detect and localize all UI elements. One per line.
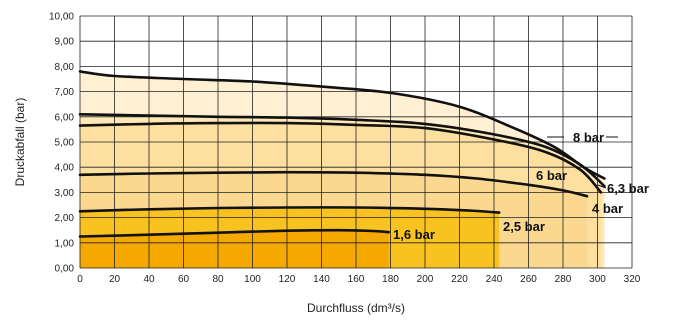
curves: [78, 70, 606, 238]
x-tick-label: 280: [555, 274, 572, 285]
curve-6-3-bar: [78, 113, 606, 188]
y-axis-label: Druckabfall (bar): [13, 98, 27, 187]
x-tick-label: 80: [212, 274, 224, 285]
curve-label: 6 bar: [536, 168, 567, 183]
y-tick-label: 3,00: [55, 188, 75, 199]
area-1-6-bar: [80, 230, 389, 268]
x-tick-label: 160: [348, 274, 365, 285]
y-tick-label: 6,00: [55, 112, 75, 123]
curve-label: 6,3 bar: [607, 181, 649, 196]
y-tick-label: 1,00: [55, 238, 75, 249]
grid: [79, 15, 633, 269]
x-tick-label: 20: [109, 274, 121, 285]
curve-2-5-bar: [78, 206, 501, 214]
y-tick-label: 5,00: [55, 138, 75, 149]
curve-4-bar: [78, 170, 589, 198]
x-tick-label: 260: [520, 274, 537, 285]
label-leader: [597, 184, 607, 189]
y-tick-label: 2,00: [55, 213, 75, 224]
curve-8-bar: [78, 70, 606, 180]
x-tick-label: 300: [589, 274, 606, 285]
x-tick-label: 0: [77, 274, 83, 285]
curve-label: 8 bar: [573, 130, 604, 145]
x-tick-label: 240: [486, 274, 503, 285]
x-axis-ticks: 0 20 40 60 80 100 120 140 160 180 200 220 240 260 280 3…: [77, 274, 641, 285]
x-tick-label: 60: [178, 274, 190, 285]
x-tick-label: 320: [624, 274, 641, 285]
x-tick-label: 120: [279, 274, 296, 285]
curve-label: 1,6 bar: [393, 227, 435, 242]
area-fills: [80, 71, 605, 269]
y-axis-ticks: 0,00 1,00 2,00 3,00 4,00 5,00 6,00 7,00 8,00 9,00…: [49, 12, 74, 275]
curve-6-bar: [78, 121, 603, 194]
y-tick-label: 0,00: [55, 264, 75, 275]
x-axis-label: Durchfluss (dm³/s): [307, 301, 405, 315]
curve-1-6-bar: [78, 228, 391, 238]
y-tick-label: 7,00: [55, 87, 75, 98]
x-tick-label: 100: [244, 274, 261, 285]
y-tick-label: 9,00: [55, 37, 75, 48]
x-tick-label: 220: [451, 274, 468, 285]
curve-labels: 1,6 bar 2,5 bar 4 bar 6 bar 6,3 bar 8 bar: [393, 130, 649, 242]
y-tick-label: 4,00: [55, 163, 75, 174]
y-tick-label: 8,00: [55, 62, 75, 73]
label-leaders: [547, 136, 618, 189]
x-tick-label: 200: [417, 274, 434, 285]
x-tick-label: 140: [313, 274, 330, 285]
curve-label: 4 bar: [592, 201, 623, 216]
x-tick-label: 40: [143, 274, 155, 285]
x-tick-label: 180: [382, 274, 399, 285]
curve-label: 2,5 bar: [503, 219, 545, 234]
y-tick-label: 10,00: [49, 12, 74, 23]
